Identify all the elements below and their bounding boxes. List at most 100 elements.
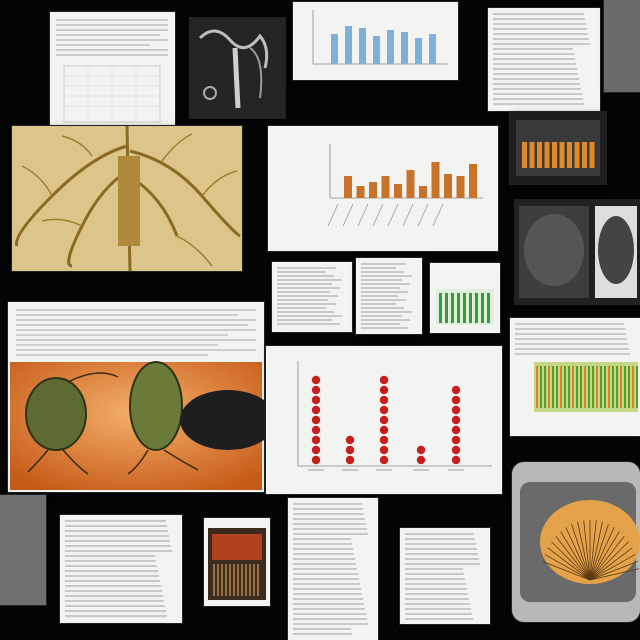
chart-bar xyxy=(463,293,466,323)
table-bar xyxy=(588,366,590,408)
table-bar xyxy=(604,366,606,408)
chart-marker xyxy=(416,455,426,465)
table-bar xyxy=(620,366,622,408)
chart-bar xyxy=(469,164,477,198)
chart-bar xyxy=(451,293,454,323)
fan-line xyxy=(589,524,609,581)
table-bar xyxy=(544,366,546,408)
chart-bar xyxy=(387,30,394,64)
book-spine-photo xyxy=(204,518,270,606)
table-bar xyxy=(576,366,578,408)
table-bar xyxy=(612,366,614,408)
screen-bar xyxy=(574,142,580,168)
dark-photo-top xyxy=(190,18,285,118)
table-bar xyxy=(624,366,626,408)
fan-line xyxy=(551,541,591,581)
fan-line xyxy=(589,536,625,581)
table-bar xyxy=(572,366,574,408)
chart-marker xyxy=(451,455,461,465)
chart-marker xyxy=(451,385,461,395)
table-bar xyxy=(556,366,558,408)
chart-marker xyxy=(379,415,389,425)
text-sheet-bottom-1 xyxy=(60,515,182,623)
screen-bar xyxy=(537,142,542,168)
fan-line xyxy=(555,536,591,581)
chart-bar xyxy=(406,170,415,198)
chart-marker xyxy=(311,445,321,455)
chart-marker xyxy=(311,395,321,405)
chart-bar xyxy=(456,176,465,198)
fan-line xyxy=(589,568,640,581)
chart-marker xyxy=(311,455,321,465)
chart-bar xyxy=(431,162,440,198)
chart-bar xyxy=(369,182,377,198)
text-sheet-bottom-2 xyxy=(288,498,378,640)
chart-marker xyxy=(379,385,389,395)
screen-bar xyxy=(529,142,535,168)
chart-bar xyxy=(419,186,427,198)
table-bar xyxy=(552,366,554,408)
chart-bar xyxy=(381,176,390,198)
grey-device-left xyxy=(0,495,46,605)
chart-bar xyxy=(359,28,366,64)
screen-bar xyxy=(552,142,557,168)
chart-marker xyxy=(379,395,389,405)
fan-line xyxy=(571,524,591,581)
chart-bar xyxy=(429,34,436,64)
chart-marker xyxy=(311,375,321,385)
table-bar xyxy=(564,366,566,408)
fan-line xyxy=(565,527,591,581)
chart-bar xyxy=(356,186,365,198)
screen-bar xyxy=(582,142,587,168)
text-sheet-top-left xyxy=(50,12,175,137)
screen-bar xyxy=(559,142,565,168)
table-bar xyxy=(632,366,634,408)
chart-marker xyxy=(416,445,426,455)
fan-line xyxy=(583,520,591,581)
table-bar xyxy=(548,366,550,408)
chart-bar xyxy=(469,293,472,323)
chart-marker xyxy=(379,445,389,455)
chart-marker xyxy=(345,455,355,465)
chart-bar xyxy=(331,34,338,64)
chart-marker xyxy=(379,405,389,415)
fan-line xyxy=(542,561,591,581)
table-bar xyxy=(584,366,586,408)
table-bar xyxy=(636,366,638,408)
table-bar xyxy=(568,366,570,408)
device-frame-bottom-right xyxy=(512,462,640,622)
fan-line xyxy=(589,541,629,581)
table-bar xyxy=(580,366,582,408)
pod-illustration xyxy=(8,302,264,492)
chart-bar xyxy=(415,38,422,64)
chart-marker xyxy=(451,435,461,445)
chart-bar xyxy=(394,184,402,198)
screen-bar xyxy=(544,142,550,168)
chart-bar xyxy=(445,293,448,323)
small-grey-panel xyxy=(604,0,640,92)
table-bar xyxy=(540,366,542,408)
screen-bar xyxy=(522,142,527,168)
fan-line xyxy=(589,547,633,581)
chart-marker xyxy=(311,405,321,415)
green-data-table xyxy=(510,318,640,436)
root-photo xyxy=(12,126,242,271)
chart-marker xyxy=(451,445,461,455)
text-sheet-lines xyxy=(56,19,168,123)
fan-line xyxy=(589,521,603,581)
spreadsheet-left xyxy=(272,262,352,332)
chart-bar xyxy=(487,293,490,323)
fan-line xyxy=(577,521,591,581)
chart-marker xyxy=(379,435,389,445)
fan-line xyxy=(547,547,591,581)
table-bar xyxy=(608,366,610,408)
chart-marker xyxy=(379,425,389,435)
table-bar xyxy=(560,366,562,408)
chart-marker xyxy=(311,415,321,425)
chart-marker xyxy=(451,395,461,405)
chart-marker xyxy=(311,385,321,395)
table-bar xyxy=(596,366,598,408)
screen-bar xyxy=(567,142,572,168)
chart-bar xyxy=(344,176,352,198)
fan-line xyxy=(589,554,636,581)
